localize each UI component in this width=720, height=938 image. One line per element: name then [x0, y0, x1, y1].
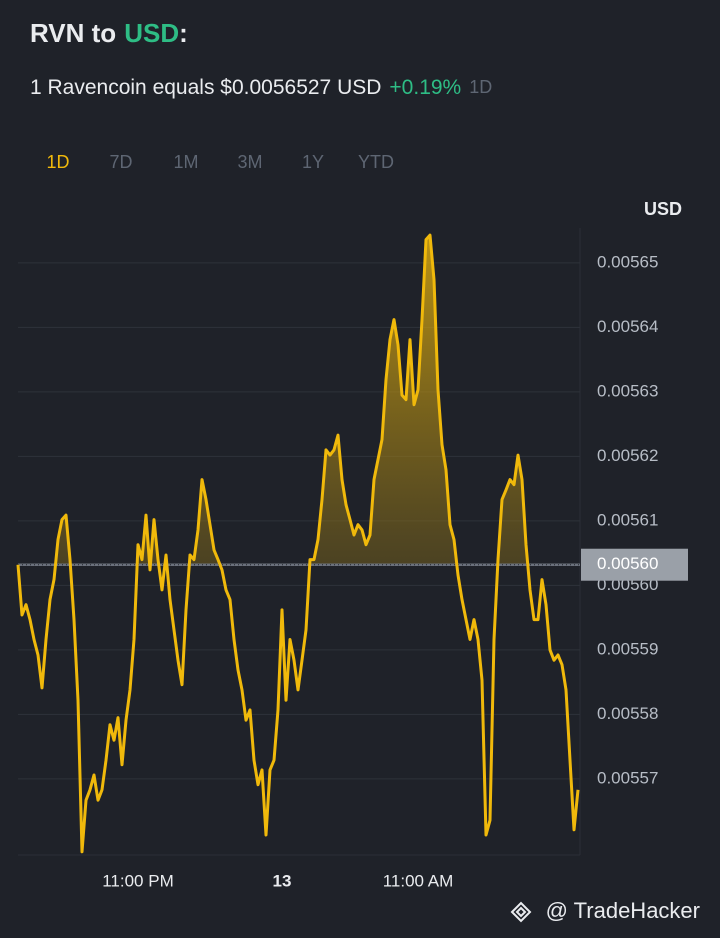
range-tab[interactable]: 1Y — [302, 152, 324, 172]
y-tick-label: 0.00558 — [597, 704, 658, 723]
y-tick-label: 0.00563 — [597, 381, 658, 400]
price-change: +0.19% — [389, 76, 461, 99]
x-tick-label: 11:00 PM — [102, 871, 174, 890]
subtitle-text: 1 Ravencoin equals $0.0056527 USD — [30, 76, 381, 99]
subtitle: 1 Ravencoin equals $0.0056527 USD +0.19% 1… — [30, 76, 492, 99]
chart-title: RVN to USD: — [30, 18, 188, 48]
range-tab[interactable]: 7D — [109, 152, 132, 172]
title-quote: USD — [124, 18, 179, 48]
x-tick-label: 13 — [273, 871, 292, 890]
watermark: @ TradeHacker — [546, 898, 700, 923]
range-tab[interactable]: YTD — [358, 152, 394, 172]
watermark-logo — [510, 901, 532, 923]
price-line — [16, 233, 580, 854]
change-period: 1D — [469, 77, 492, 97]
price-area — [18, 235, 578, 565]
reference-label: 0.00560 — [597, 554, 658, 573]
y-axis-label: USD — [644, 199, 682, 219]
y-tick-label: 0.00564 — [597, 317, 658, 336]
range-tab[interactable]: 1D — [46, 152, 69, 172]
y-tick-label: 0.00562 — [597, 446, 658, 465]
y-tick-label: 0.00561 — [597, 510, 658, 529]
range-tab[interactable]: 3M — [237, 152, 262, 172]
reference-label-box — [581, 548, 688, 581]
x-tick-label: 11:00 AM — [383, 871, 454, 890]
title-suffix: : — [179, 18, 188, 48]
y-tick-label: 0.00559 — [597, 639, 658, 658]
range-tab[interactable]: 1M — [173, 152, 198, 172]
y-tick-label: 0.00565 — [597, 252, 658, 271]
y-tick-label: 0.00557 — [597, 768, 658, 787]
title-base: RVN to — [30, 18, 116, 48]
